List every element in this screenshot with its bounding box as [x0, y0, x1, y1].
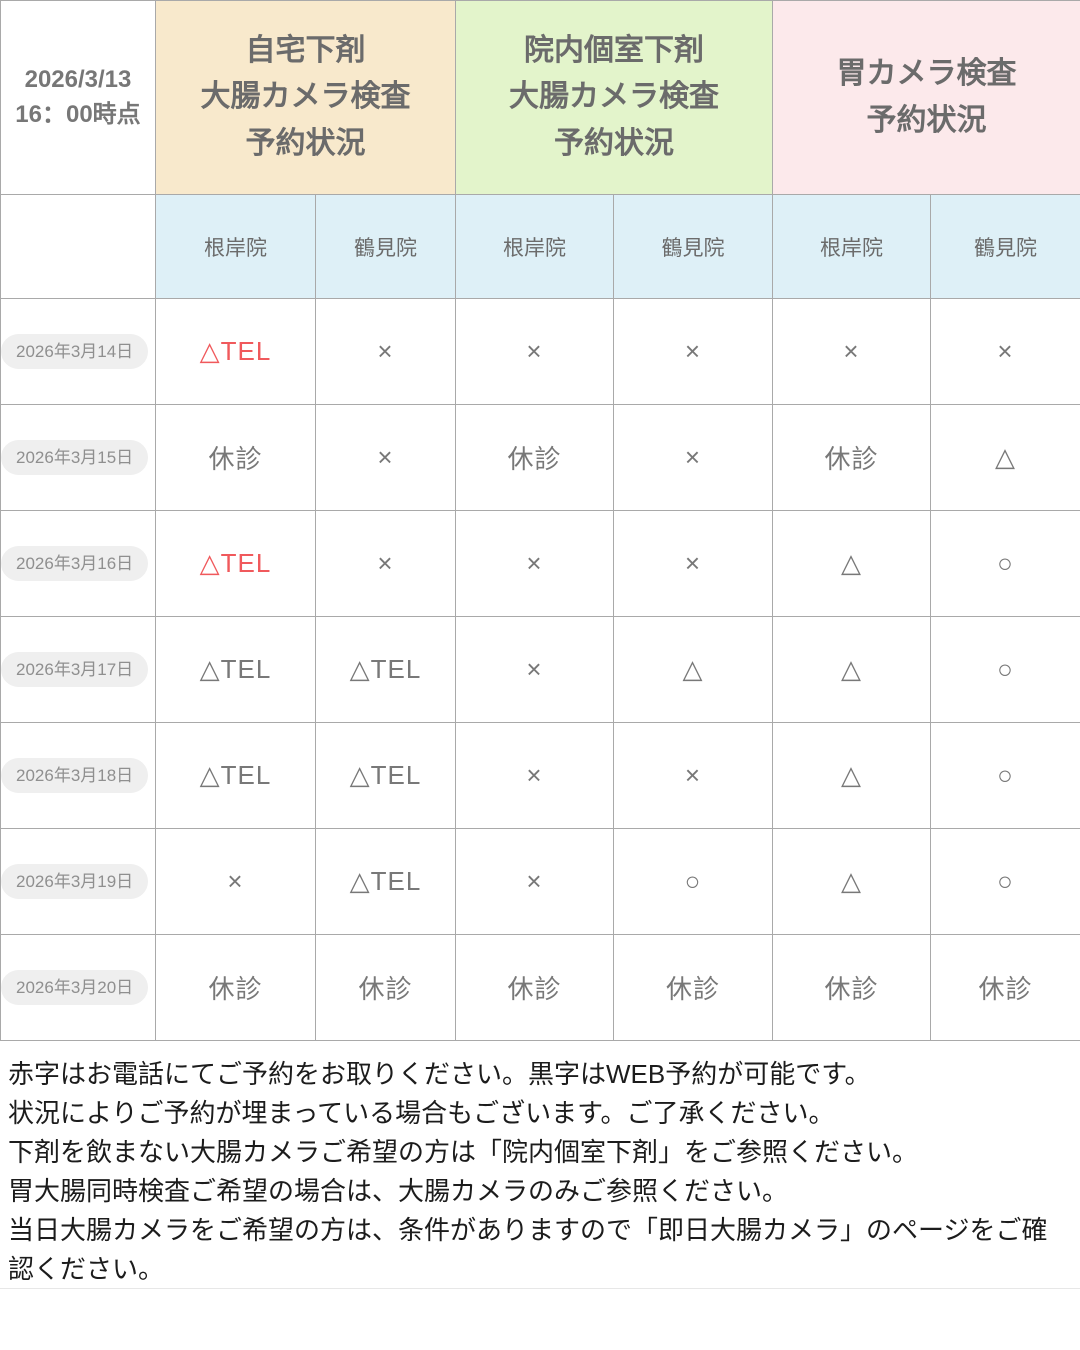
clinic-header-tsurumi: 鶴見院	[613, 194, 773, 299]
date-pill: 2026年3月20日	[1, 970, 149, 1005]
as-of-timestamp: 2026/3/13 16：00時点	[0, 0, 156, 195]
group-header-row: 2026/3/13 16：00時点 自宅下剤 大腸カメラ検査 予約状況 院内個室…	[0, 0, 1080, 195]
group-header-inhouse-laxative-colonoscopy: 院内個室下剤 大腸カメラ検査 予約状況	[455, 0, 773, 195]
availability-cell: ×	[455, 510, 614, 617]
empty-corner-cell	[0, 194, 156, 299]
note-line: 状況によりご予約が埋まっている場合もございます。ご了承ください。	[8, 1098, 835, 1128]
date-cell: 2026年3月20日	[0, 934, 156, 1041]
availability-cell: ×	[155, 828, 316, 935]
availability-cell: △TEL	[155, 616, 316, 723]
availability-rows: 2026年3月14日 △TEL × × × × × 2026年3月15日 休診 × 休診 × 休診 △ 20…	[0, 298, 1080, 1041]
table-row: 2026年3月18日 △TEL △TEL × × △ ○	[0, 722, 1080, 829]
availability-cell: ×	[613, 510, 773, 617]
date-pill: 2026年3月17日	[1, 652, 149, 687]
note-line: 下剤を飲まない大腸カメラご希望の方は「院内個室下剤」をご参照ください。	[8, 1137, 919, 1167]
availability-cell: ×	[455, 298, 614, 405]
availability-cell: ○	[930, 722, 1080, 829]
date-cell: 2026年3月16日	[0, 510, 156, 617]
table-row: 2026年3月20日 休診 休診 休診 休診 休診 休診	[0, 934, 1080, 1041]
note-line: 当日大腸カメラをご希望の方は、条件がありますので「即日大腸カメラ」のページをご確…	[8, 1215, 1048, 1284]
availability-cell: △	[930, 404, 1080, 511]
table-row: 2026年3月19日 × △TEL × ○ △ ○	[0, 828, 1080, 935]
availability-cell: ×	[772, 298, 931, 405]
availability-cell: ○	[930, 828, 1080, 935]
table-row: 2026年3月14日 △TEL × × × × ×	[0, 298, 1080, 405]
clinic-header-negishi: 根岸院	[455, 194, 614, 299]
clinic-header-negishi: 根岸院	[155, 194, 316, 299]
note-line: 赤字はお電話にてご予約をお取りください。黒字はWEB予約が可能です。	[8, 1059, 871, 1089]
availability-cell: △TEL	[315, 828, 456, 935]
clinic-header-negishi: 根岸院	[772, 194, 931, 299]
availability-cell: △TEL	[155, 298, 316, 405]
availability-cell: 休診	[613, 934, 773, 1041]
availability-cell: 休診	[455, 934, 614, 1041]
availability-cell: ×	[930, 298, 1080, 405]
availability-cell: ×	[315, 404, 456, 511]
date-cell: 2026年3月15日	[0, 404, 156, 511]
availability-cell: ○	[930, 616, 1080, 723]
availability-cell: ×	[455, 616, 614, 723]
availability-cell: △	[772, 722, 931, 829]
availability-cell: △	[772, 616, 931, 723]
availability-cell: ×	[613, 722, 773, 829]
table-row: 2026年3月15日 休診 × 休診 × 休診 △	[0, 404, 1080, 511]
date-pill: 2026年3月18日	[1, 758, 149, 793]
availability-cell: 休診	[455, 404, 614, 511]
availability-cell: 休診	[315, 934, 456, 1041]
date-pill: 2026年3月19日	[1, 864, 149, 899]
availability-cell: △	[613, 616, 773, 723]
clinic-header-tsurumi: 鶴見院	[930, 194, 1080, 299]
availability-cell: △TEL	[315, 722, 456, 829]
availability-cell: 休診	[772, 934, 931, 1041]
availability-cell: ×	[613, 404, 773, 511]
availability-cell: 休診	[930, 934, 1080, 1041]
availability-cell: 休診	[155, 404, 316, 511]
table-row: 2026年3月17日 △TEL △TEL × △ △ ○	[0, 616, 1080, 723]
availability-cell: 休診	[772, 404, 931, 511]
date-cell: 2026年3月17日	[0, 616, 156, 723]
availability-cell: △	[772, 828, 931, 935]
availability-cell: ×	[613, 298, 773, 405]
availability-cell: ○	[930, 510, 1080, 617]
date-cell: 2026年3月18日	[0, 722, 156, 829]
bottom-divider	[0, 1288, 1080, 1289]
availability-cell: △	[772, 510, 931, 617]
clinic-header-tsurumi: 鶴見院	[315, 194, 456, 299]
clinic-header-row: 根岸院 鶴見院 根岸院 鶴見院 根岸院 鶴見院	[0, 194, 1080, 299]
availability-cell: △TEL	[315, 616, 456, 723]
group-header-gastroscopy: 胃カメラ検査 予約状況	[772, 0, 1080, 195]
availability-cell: △TEL	[155, 722, 316, 829]
availability-cell: ×	[455, 722, 614, 829]
footer-notes: 赤字はお電話にてご予約をお取りください。黒字はWEB予約が可能です。 状況により…	[0, 1041, 1080, 1289]
availability-cell: △TEL	[155, 510, 316, 617]
date-cell: 2026年3月14日	[0, 298, 156, 405]
date-pill: 2026年3月15日	[1, 440, 149, 475]
availability-cell: ○	[613, 828, 773, 935]
availability-cell: ×	[315, 298, 456, 405]
group-header-home-laxative-colonoscopy: 自宅下剤 大腸カメラ検査 予約状況	[155, 0, 456, 195]
date-cell: 2026年3月19日	[0, 828, 156, 935]
availability-cell: ×	[455, 828, 614, 935]
date-pill: 2026年3月16日	[1, 546, 149, 581]
table-row: 2026年3月16日 △TEL × × × △ ○	[0, 510, 1080, 617]
note-line: 胃大腸同時検査ご希望の場合は、大腸カメラのみご参照ください。	[8, 1176, 789, 1206]
availability-cell: ×	[315, 510, 456, 617]
availability-cell: 休診	[155, 934, 316, 1041]
availability-table: 2026/3/13 16：00時点 自宅下剤 大腸カメラ検査 予約状況 院内個室…	[0, 0, 1080, 1041]
date-pill: 2026年3月14日	[1, 334, 149, 369]
